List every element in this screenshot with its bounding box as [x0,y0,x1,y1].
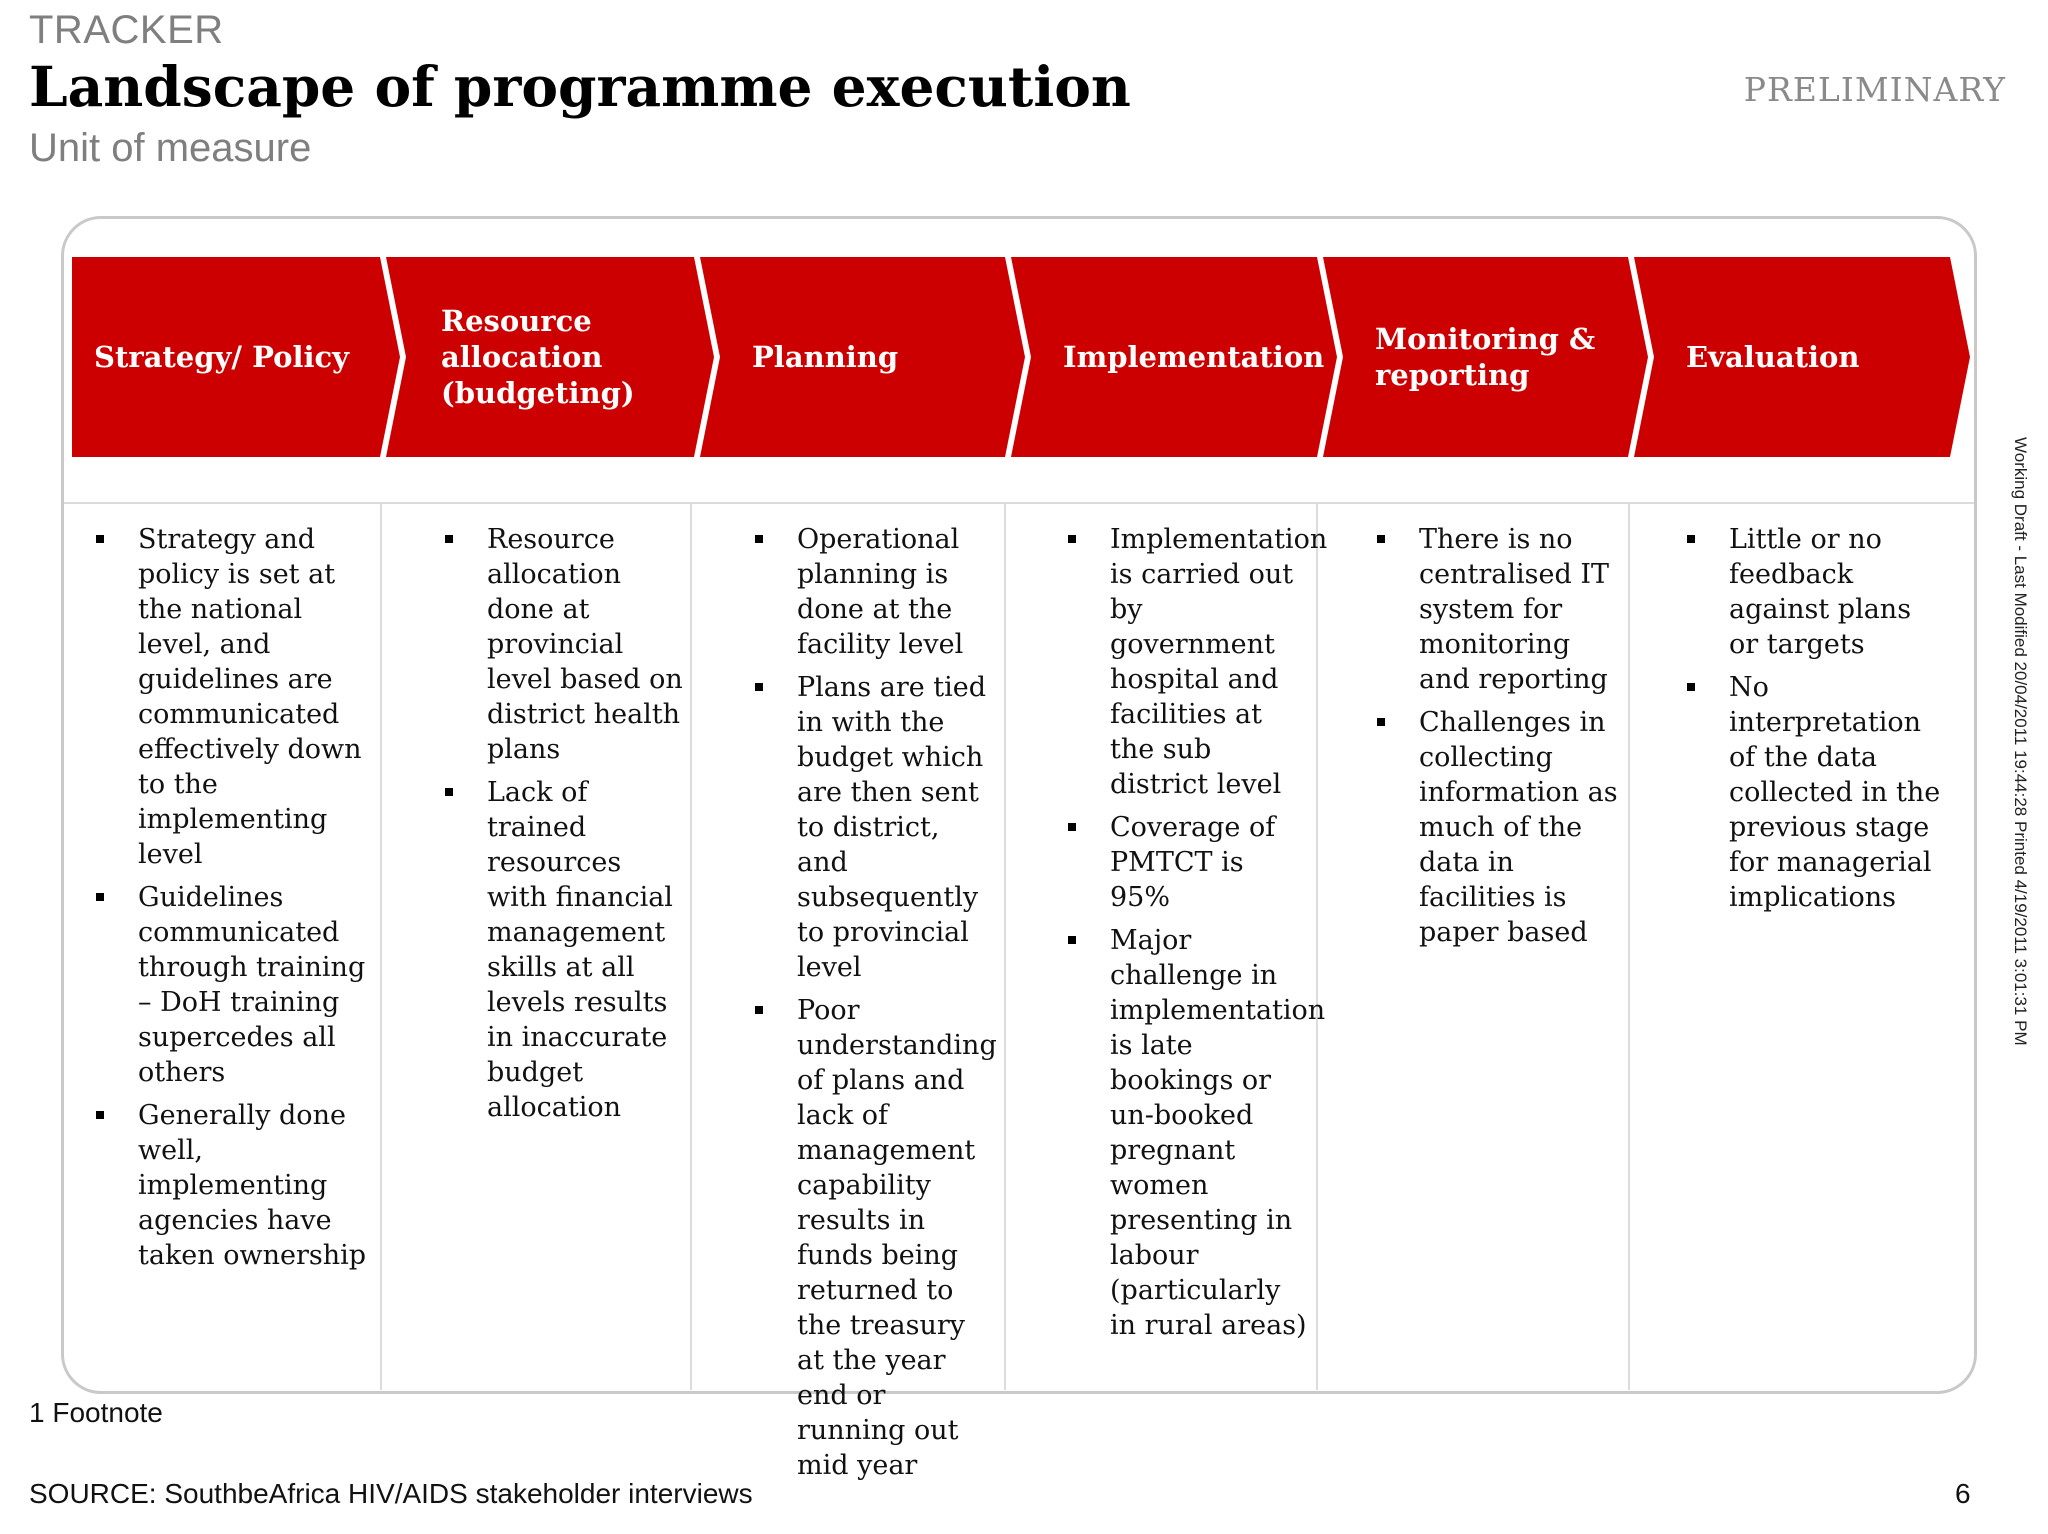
column-divider [1628,504,1630,1390]
bullet-item: Challenges in collecting information as … [1375,705,1619,950]
bullet-item: Guidelines communicated through training… [94,880,378,1090]
stage-label-resource-allocation: Resource allocation (budgeting) [441,304,635,410]
bullet-item: Implementation is carried out by governm… [1066,522,1327,802]
column-divider [690,504,692,1390]
column-divider [1316,504,1318,1390]
bullet-item: There is no centralised IT system for mo… [1375,522,1619,697]
source-note: SOURCE: SouthbeAfrica HIV/AIDS stakehold… [29,1478,753,1509]
footnote: 1 Footnote [29,1397,163,1428]
stage-label-monitoring: Monitoring & reporting [1375,322,1596,392]
stage-column-implementation: Implementation is carried out by governm… [1066,522,1327,1351]
chevron-resource-allocation [386,257,714,457]
page-subtitle: Unit of measure [29,126,312,170]
bullet-item: Poor understanding of plans and lack of … [753,993,998,1483]
stage-label-evaluation: Evaluation [1686,340,1860,374]
status-label: PRELIMINARY [1743,70,2006,109]
tracker-label: TRACKER [29,8,224,52]
bullet-item: Strategy and policy is set at the nation… [94,522,378,872]
bullet-item: Plans are tied in with the budget which … [753,670,998,985]
stage-label-strategy-policy: Strategy/ Policy [94,340,349,374]
chevron-strategy-policy [72,257,400,457]
bullet-item: Resource allocation done at provincial l… [443,522,683,767]
chevron-evaluation [1634,257,1970,457]
bullet-item: No interpretation of the data collected … [1685,670,1945,915]
chevron-implementation [1011,257,1337,457]
bullet-item: Coverage of PMTCT is 95% [1066,810,1310,915]
stage-column-monitoring: There is no centralised IT system for mo… [1375,522,1619,958]
header-divider [64,502,1974,504]
stage-column-evaluation: Little or no feedback against plans or t… [1685,522,1945,923]
stage-label-implementation: Implementation [1063,340,1325,374]
stage-column-resource-allocation: Resource allocation done at provincial l… [443,522,683,1133]
bullet-item: Generally done well, implementing agenci… [94,1098,378,1273]
draft-side-note: Working Draft - Last Modified 20/04/2011… [2011,437,2030,1046]
chevron-planning [700,257,1025,457]
bullet-item: Major challenge in implementation is lat… [1066,923,1325,1343]
column-divider [1004,504,1006,1390]
stage-column-planning: Operational planning is done at the faci… [753,522,998,1491]
page-number: 6 [1955,1478,1971,1509]
bullet-item: Little or no feedback against plans or t… [1685,522,1945,662]
page-title: Landscape of programme execution [29,54,1131,119]
chevron-monitoring [1323,257,1648,457]
bullet-item: Lack of trained resources with financial… [443,775,683,1125]
column-divider [380,504,382,1390]
stage-column-strategy-policy: Strategy and policy is set at the nation… [94,522,378,1281]
bullet-item: Operational planning is done at the faci… [753,522,998,662]
chevron-bar [72,257,1970,457]
stage-label-planning: Planning [752,340,899,374]
